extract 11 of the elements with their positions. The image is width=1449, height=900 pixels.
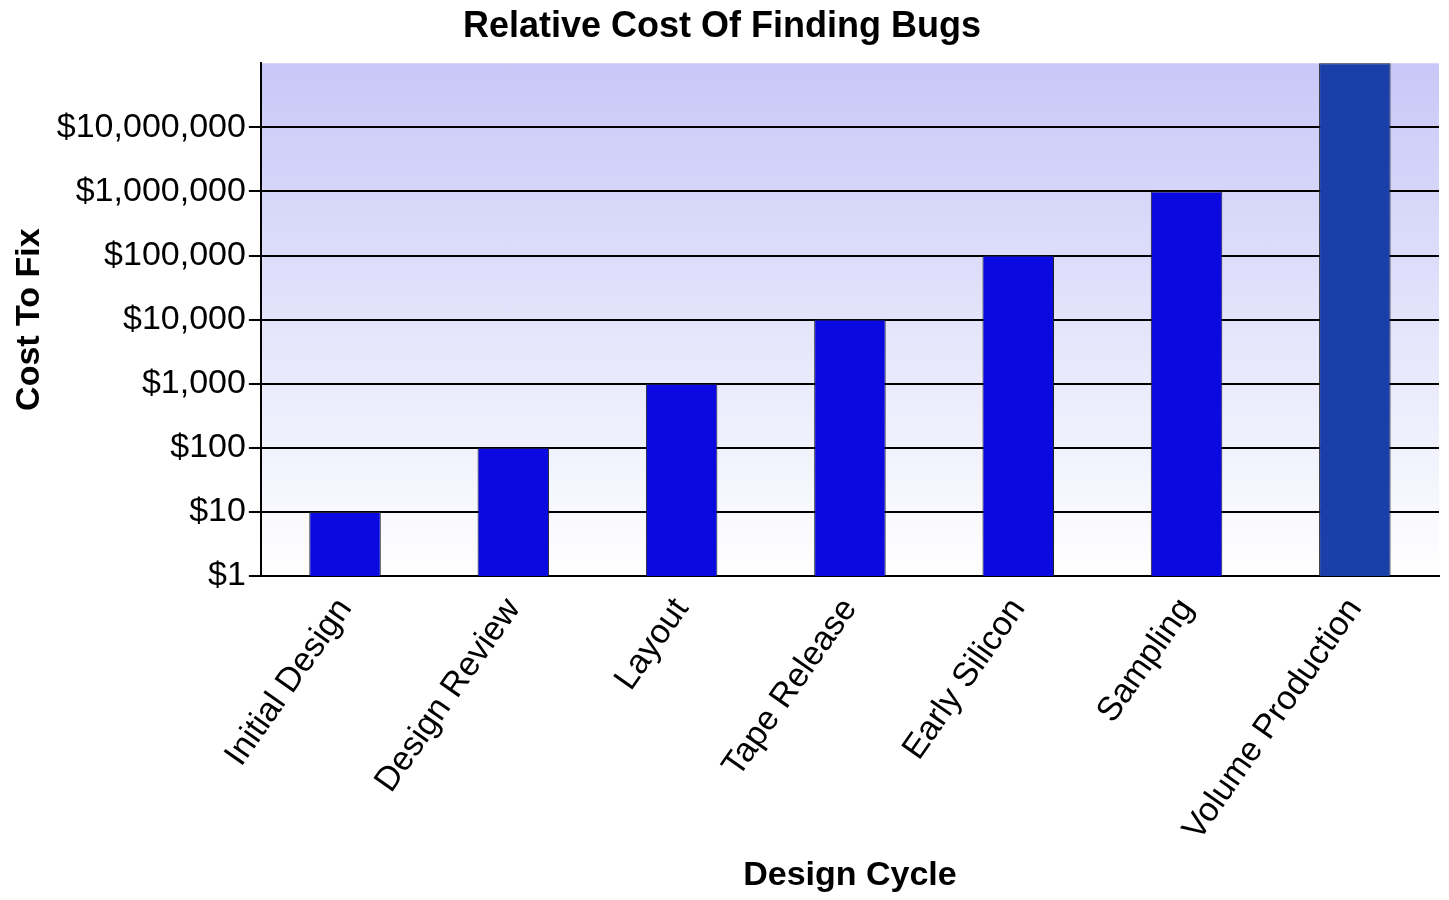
chart-title: Relative Cost Of Finding Bugs (462, 3, 982, 45)
y-tick-label: $10,000 (122, 297, 246, 336)
y-tick-label: $100,000 (104, 233, 246, 272)
y-tick-label: $10,000,000 (56, 105, 246, 144)
y-tick-label: $10 (189, 490, 246, 529)
y-tick-label: $1,000 (141, 362, 246, 401)
y-tick-label: $1 (208, 554, 246, 593)
y-tick-label: $1,000,000 (75, 169, 246, 208)
x-axis-title: Design Cycle (743, 853, 957, 892)
y-tick-label: $100 (170, 426, 246, 465)
y-axis-title: Cost To Fix (7, 228, 46, 411)
